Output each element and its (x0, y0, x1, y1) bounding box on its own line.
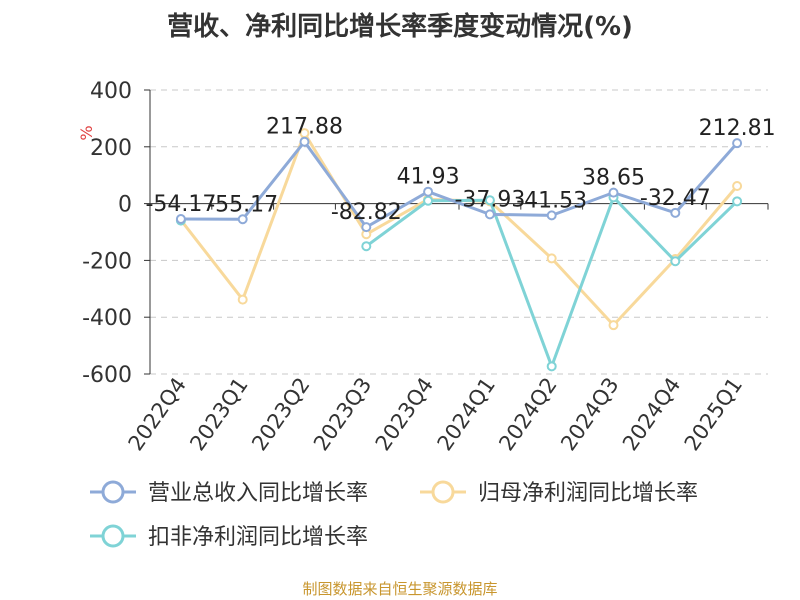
x-tick-label: 2023Q3 (309, 373, 376, 455)
legend-item[interactable]: 营业总收入同比增长率 (90, 480, 368, 506)
chart-title: 营收、净利同比增长率季度变动情况(%) (167, 12, 633, 42)
data-point[interactable] (546, 210, 557, 221)
data-point[interactable] (546, 361, 557, 372)
y-axis-label: % (77, 125, 96, 140)
data-point[interactable] (361, 222, 372, 233)
series-lines (175, 128, 743, 372)
data-labels: -54.17-55.17 217.88 -82.82 41.93-37.93-41.5… (145, 115, 775, 225)
data-label: -54.17 (145, 192, 216, 217)
data-point[interactable] (237, 214, 248, 225)
data-label: -37.93 (454, 187, 525, 212)
x-tick-label: 2023Q1 (185, 373, 252, 455)
series-line (365, 195, 739, 368)
data-point[interactable] (732, 138, 743, 149)
data-label: 38.65 (582, 166, 645, 191)
grid-lines (150, 89, 768, 375)
legend-marker (431, 480, 455, 504)
x-tick-label: 2023Q2 (247, 373, 314, 455)
data-point[interactable] (608, 187, 619, 198)
legend-marker (101, 480, 125, 504)
y-tick-label: -400 (82, 306, 132, 331)
data-point[interactable] (670, 256, 681, 267)
x-tick-label: 2023Q4 (371, 373, 438, 455)
data-point[interactable] (732, 196, 743, 207)
data-point[interactable] (608, 320, 619, 331)
legend-label: 营业总收入同比增长率 (148, 481, 368, 506)
x-tick-label: 2024Q1 (433, 373, 500, 455)
x-tick-label: 2022Q4 (124, 373, 191, 455)
data-label: -82.82 (331, 200, 402, 225)
y-tick-label: 400 (90, 79, 132, 104)
x-tick-label: 2024Q3 (556, 373, 623, 455)
y-tick-label: 200 (90, 136, 132, 161)
data-point[interactable] (546, 253, 557, 264)
data-label: -41.53 (516, 188, 587, 213)
x-tick-label: 2025Q1 (680, 373, 747, 455)
data-point[interactable] (423, 186, 434, 197)
legend-item[interactable]: 扣非净利润同比增长率 (90, 524, 368, 550)
data-point[interactable] (175, 213, 186, 224)
data-point[interactable] (237, 294, 248, 305)
data-label: 217.88 (266, 115, 343, 140)
axes: 4002000-200-400-600%2022Q42023Q12023Q220… (77, 79, 769, 455)
x-tick-label: 2024Q4 (618, 373, 685, 455)
data-point[interactable] (484, 209, 495, 220)
series-line (180, 140, 739, 229)
data-point[interactable] (299, 136, 310, 147)
data-label: -55.17 (207, 192, 278, 217)
source-note: 制图数据来自恒生聚源数据库 (302, 580, 498, 598)
data-label: 212.81 (699, 116, 776, 141)
x-tick-label: 2024Q2 (494, 373, 561, 455)
data-label: -32.47 (640, 186, 711, 211)
series-line (179, 131, 739, 327)
y-tick-label: -200 (82, 249, 132, 274)
data-label: 41.93 (397, 165, 460, 190)
legend-label: 归母净利润同比增长率 (478, 481, 698, 506)
data-point[interactable] (423, 195, 434, 206)
data-point[interactable] (484, 195, 495, 206)
data-point[interactable] (670, 207, 681, 218)
data-point[interactable] (732, 180, 743, 191)
legend-item[interactable]: 归母净利润同比增长率 (420, 480, 698, 506)
y-tick-label: -600 (82, 363, 132, 388)
legend-marker (101, 524, 125, 548)
y-tick-label: 0 (118, 193, 132, 218)
data-point[interactable] (361, 241, 372, 252)
legend-label: 扣非净利润同比增长率 (148, 525, 368, 550)
